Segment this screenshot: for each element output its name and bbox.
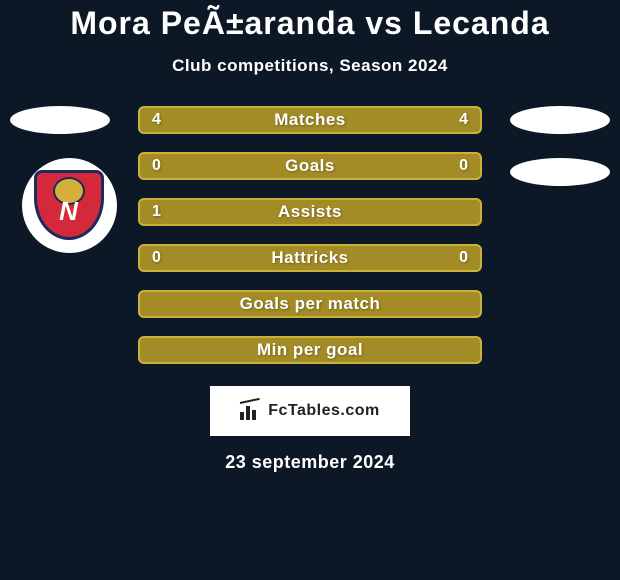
stat-label: Assists bbox=[278, 202, 342, 222]
page-title: Mora PeÃ±aranda vs Lecanda bbox=[0, 5, 620, 42]
stat-label: Min per goal bbox=[257, 340, 363, 360]
stat-label: Hattricks bbox=[271, 248, 348, 268]
date-text: 23 september 2024 bbox=[0, 452, 620, 473]
stats-list: 4 Matches 4 0 Goals 0 1 Assists 0 Hattricks 0 Goals… bbox=[138, 106, 482, 364]
brand-text: FcTables.com bbox=[268, 402, 380, 420]
content-area: N 4 Matches 4 0 Goals 0 1 Assists 0 Hattricks 0 Goa… bbox=[0, 106, 620, 473]
player-badge-right-1 bbox=[510, 106, 610, 134]
brand-badge[interactable]: FcTables.com bbox=[210, 386, 410, 436]
stat-row: 4 Matches 4 bbox=[138, 106, 482, 134]
club-logo-inner: N bbox=[34, 170, 106, 242]
shield-icon: N bbox=[34, 170, 104, 240]
stat-row: 0 Hattricks 0 bbox=[138, 244, 482, 272]
player-badge-right-2 bbox=[510, 158, 610, 186]
player-badge-left bbox=[10, 106, 110, 134]
stat-label: Matches bbox=[274, 110, 346, 130]
stat-value-right: 4 bbox=[459, 111, 468, 129]
stat-value-right: 0 bbox=[459, 157, 468, 175]
stat-row: 1 Assists bbox=[138, 198, 482, 226]
stat-row: Goals per match bbox=[138, 290, 482, 318]
stat-row: 0 Goals 0 bbox=[138, 152, 482, 180]
stat-value-left: 4 bbox=[152, 111, 161, 129]
page-subtitle: Club competitions, Season 2024 bbox=[0, 56, 620, 76]
comparison-card: Mora PeÃ±aranda vs Lecanda Club competit… bbox=[0, 0, 620, 473]
stat-label: Goals bbox=[285, 156, 335, 176]
stat-label: Goals per match bbox=[240, 294, 381, 314]
stat-value-left: 0 bbox=[152, 157, 161, 175]
chart-icon bbox=[240, 402, 262, 420]
stat-value-left: 0 bbox=[152, 249, 161, 267]
stat-value-right: 0 bbox=[459, 249, 468, 267]
club-letter: N bbox=[59, 196, 78, 227]
stat-value-left: 1 bbox=[152, 203, 161, 221]
stat-row: Min per goal bbox=[138, 336, 482, 364]
club-logo: N bbox=[22, 158, 117, 253]
